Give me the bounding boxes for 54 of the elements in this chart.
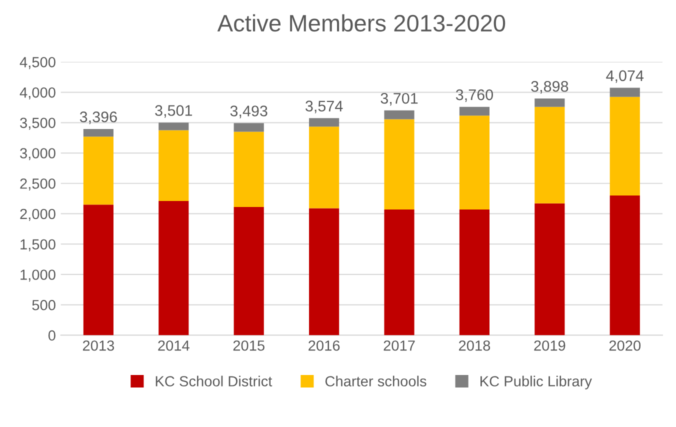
y-tick-label: 3,500	[20, 118, 56, 130]
bar	[610, 196, 640, 336]
y-tick-label: 4,000	[20, 87, 56, 100]
x-tick-label: 2014	[158, 340, 190, 351]
bar	[158, 130, 189, 201]
y-tick-label: 4,500	[20, 57, 56, 70]
bar	[83, 136, 114, 205]
bar	[309, 208, 340, 336]
bar	[234, 123, 264, 132]
bar	[234, 132, 264, 208]
total-label: 4,074	[606, 70, 644, 83]
bar	[309, 126, 340, 208]
y-tick-label: 1,500	[20, 239, 56, 252]
bar	[234, 207, 264, 336]
bar	[384, 110, 414, 120]
x-tick-label: 2018	[458, 340, 490, 351]
y-tick-label: 1,000	[20, 270, 56, 282]
y-tick-label: 0	[48, 330, 56, 341]
bar	[459, 106, 490, 116]
y-tick-label: 3,000	[20, 148, 56, 160]
legend-label: Charter schools	[325, 376, 426, 386]
bar	[534, 203, 565, 336]
bar	[158, 200, 189, 336]
bar	[83, 128, 114, 137]
total-label: 3,493	[230, 106, 268, 118]
total-label: 3,760	[456, 89, 493, 102]
x-tick-label: 2013	[82, 340, 114, 351]
legend-label: KC Public Library	[480, 376, 592, 390]
y-tick-label: 500	[32, 300, 56, 310]
x-tick-label: 2019	[534, 340, 566, 351]
bar	[158, 122, 189, 130]
total-label: 3,701	[380, 92, 418, 106]
bar	[610, 88, 640, 97]
y-tick-label: 2,000	[20, 208, 56, 221]
total-label: 3,396	[80, 111, 117, 124]
x-tick-label: 2015	[233, 340, 264, 351]
total-label: 3,501	[155, 105, 192, 118]
x-tick-label: 2016	[308, 340, 340, 351]
total-label: 3,574	[306, 100, 343, 114]
x-tick-label: 2017	[384, 340, 415, 351]
total-label: 3,898	[531, 80, 568, 94]
y-tick-label: 2,500	[20, 178, 56, 191]
x-tick-label: 2020	[609, 340, 641, 351]
bar	[610, 96, 640, 196]
bar	[534, 106, 565, 204]
bar	[384, 119, 414, 210]
legend-label: KC School District	[156, 376, 272, 386]
chart-title: Active Members 2013-2020	[217, 14, 506, 32]
bar	[309, 118, 340, 127]
bar	[534, 98, 565, 107]
bar	[83, 204, 114, 336]
bar	[459, 209, 490, 336]
bar	[459, 116, 490, 210]
bar	[384, 209, 414, 336]
